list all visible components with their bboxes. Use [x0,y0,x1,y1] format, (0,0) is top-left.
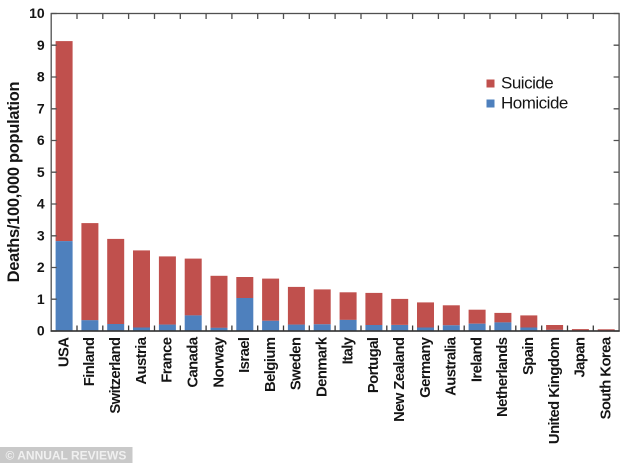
svg-text:France: France [160,337,176,383]
svg-text:New Zealand: New Zealand [392,337,408,422]
svg-text:Austria: Austria [134,336,150,384]
svg-text:8: 8 [37,69,45,85]
svg-text:10: 10 [29,5,45,21]
svg-text:Deaths/100,000 population: Deaths/100,000 population [5,81,23,282]
svg-text:7: 7 [37,100,45,116]
svg-text:1: 1 [37,291,45,307]
svg-text:Belgium: Belgium [263,337,279,392]
svg-text:Canada: Canada [186,336,202,387]
svg-text:Italy: Italy [340,336,356,364]
svg-text:South Korea: South Korea [599,336,615,419]
svg-text:3: 3 [37,227,45,243]
svg-text:Sweden: Sweden [289,337,305,390]
svg-text:Finland: Finland [82,337,98,386]
svg-text:Australia: Australia [444,336,460,396]
svg-text:Japan: Japan [573,337,589,378]
svg-text:Homicide: Homicide [501,94,568,113]
svg-text:5: 5 [37,164,45,180]
svg-text:Ireland: Ireland [469,337,485,382]
svg-text:Denmark: Denmark [315,336,331,397]
svg-text:0: 0 [37,323,45,339]
svg-text:9: 9 [37,37,45,53]
svg-text:Norway: Norway [211,336,227,387]
svg-text:Portugal: Portugal [366,337,382,393]
svg-text:Suicide: Suicide [501,74,553,93]
svg-text:Netherlands: Netherlands [495,337,511,417]
svg-text:USA: USA [56,337,72,367]
svg-text:© ANNUAL REVIEWS: © ANNUAL REVIEWS [6,449,127,463]
svg-text:4: 4 [37,196,45,212]
svg-text:6: 6 [37,132,45,148]
svg-text:2: 2 [37,259,45,275]
svg-text:Spain: Spain [521,337,537,375]
svg-text:United Kingdom: United Kingdom [547,337,563,444]
svg-text:Israel: Israel [237,337,253,373]
svg-text:Switzerland: Switzerland [108,337,124,414]
svg-text:Germany: Germany [418,336,434,398]
